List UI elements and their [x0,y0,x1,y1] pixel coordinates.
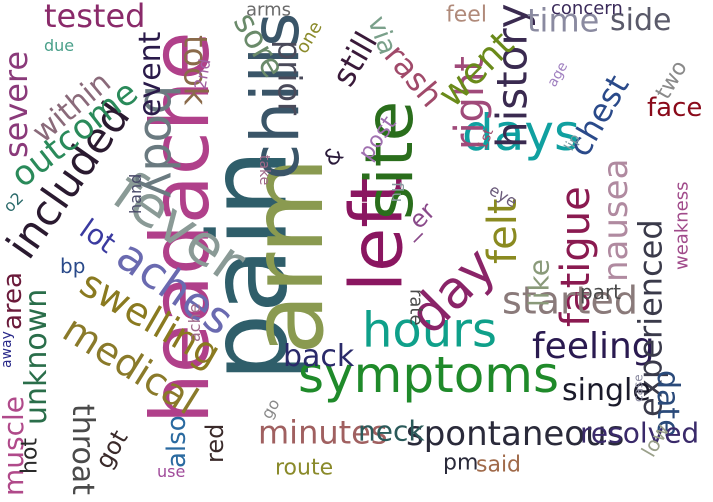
word-away: away [0,331,15,368]
word-like: like [522,258,556,307]
word-also: also [162,415,193,468]
word-tested: tested [44,0,146,35]
word-hot: hot [17,437,43,474]
word-neck: neck [358,414,425,448]
word-feel: feel [446,2,487,28]
word-case: case [631,374,646,402]
word-minutes: minutes [258,413,388,452]
word-bp: bp [60,254,86,278]
word-concern: concern [551,0,623,19]
word-part: part [580,280,622,304]
word-side: side [610,3,672,38]
word-route: route [275,455,334,481]
word-arms: arms [246,0,292,21]
word-spontaneous: spontaneous [406,413,625,454]
word-rate: rate [405,289,427,326]
word-due: due [44,36,75,56]
word-symptoms: symptoms [298,346,560,404]
word-hours: hours [362,302,497,359]
word-throat: throat [65,404,100,495]
word-event: event [133,31,168,117]
word-resolved: resolved [580,416,700,450]
word-back: back [283,339,355,374]
word-take: take [256,155,273,186]
word-flu: flu [387,182,407,203]
word-area: area [0,272,28,330]
word-feeling: feeling [532,326,655,368]
word-severe: severe [0,50,35,158]
word-face: face [647,93,703,124]
word-days: days [462,104,581,162]
word-said: said [476,452,522,478]
word-age: age [544,59,572,90]
word-single: single [562,373,651,408]
word-ache: ache [185,303,205,342]
word-use: use [157,462,186,482]
word-time: time [527,1,600,40]
word-nausea: nausea [595,158,636,282]
word-pm: pm [443,450,479,476]
word-arm: arm [229,156,346,355]
word-red: red [200,423,229,463]
word-started: started [502,278,639,323]
word-hand: hand [126,173,146,214]
word-felt: felt [480,198,526,265]
word-weakness: weakness [671,181,693,271]
